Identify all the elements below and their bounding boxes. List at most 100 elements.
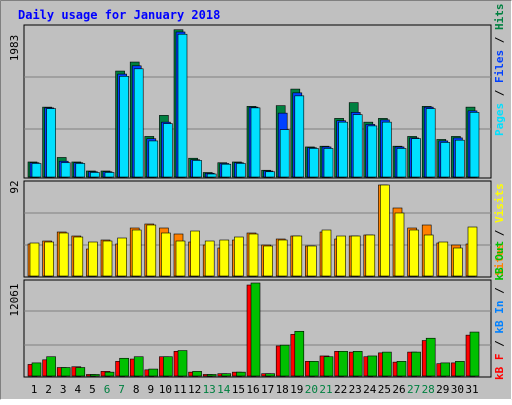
bar-pages-day-22 — [338, 121, 348, 178]
bar-pages-day-25 — [382, 121, 392, 178]
legend-pages: Pages — [493, 103, 506, 136]
bar-sites-day-18 — [277, 239, 288, 277]
ymax-label-visits: 92 — [8, 180, 21, 193]
bar-sites-day-16 — [248, 233, 259, 277]
x-label-day-22: 22 — [334, 383, 347, 396]
x-label-day-21: 21 — [319, 383, 332, 396]
bar-sites-day-8 — [131, 229, 142, 277]
bar-pages-day-28 — [425, 108, 436, 178]
bar-sites-day-13 — [204, 240, 215, 277]
bar-pages-day-26 — [396, 148, 407, 178]
bar-sites-day-28 — [423, 234, 434, 277]
bar-sites-day-30 — [453, 247, 463, 277]
bar-kb-out-day-29 — [440, 362, 451, 377]
bar-kb-out-day-30 — [455, 361, 465, 377]
bar-pages-day-31 — [469, 112, 480, 178]
bar-sites-day-7 — [117, 237, 127, 277]
x-label-day-5: 5 — [89, 383, 96, 396]
x-label-day-29: 29 — [436, 383, 449, 396]
bar-sites-day-4 — [73, 236, 84, 277]
x-label-day-28: 28 — [422, 383, 435, 396]
bar-sites-day-27 — [409, 229, 419, 277]
bar-sites-day-9 — [146, 224, 157, 277]
bar-kb-out-day-1 — [31, 362, 42, 377]
bar-kb-out-day-13 — [206, 374, 217, 377]
x-label-day-10: 10 — [159, 383, 172, 396]
bar-sites-day-3 — [58, 232, 69, 277]
bar-sites-day-23 — [350, 235, 361, 277]
bar-pages-day-30 — [455, 139, 465, 178]
x-label-day-27: 27 — [407, 383, 420, 396]
bar-pages-day-29 — [440, 142, 451, 178]
bar-pages-day-9 — [148, 140, 159, 178]
x-label-day-13: 13 — [203, 383, 216, 396]
bar-sites-day-29 — [438, 241, 449, 277]
bar-kb-out-day-15 — [236, 371, 246, 377]
bar-kb-out-day-18 — [279, 344, 290, 377]
bar-kb-out-day-9 — [148, 368, 159, 377]
x-label-day-30: 30 — [451, 383, 464, 396]
bar-sites-day-6 — [102, 240, 113, 277]
x-label-day-17: 17 — [261, 383, 274, 396]
bar-kb-out-day-4 — [75, 367, 86, 377]
bar-sites-day-22 — [336, 235, 346, 277]
bar-pages-day-24 — [367, 125, 378, 178]
bar-kb-out-day-2 — [46, 356, 56, 377]
bar-kb-out-day-20 — [309, 361, 319, 377]
bar-sites-day-19 — [292, 235, 303, 277]
x-label-day-15: 15 — [232, 383, 245, 396]
bar-sites-day-1 — [29, 242, 40, 277]
x-label-day-24: 24 — [363, 383, 377, 396]
bar-sites-day-11 — [175, 240, 186, 277]
bar-pages-day-7 — [119, 76, 129, 178]
ymax-label-hits: 1983 — [8, 35, 21, 62]
x-axis-day-labels: 1 2 3 4 5 6 7 8 9 10 11 12 13 14 15 16 17 18 19 20 21 22 23 24 2… — [31, 383, 479, 396]
bar-kb-out-day-6 — [104, 371, 115, 377]
bar-pages-day-19 — [294, 95, 305, 178]
bar-kb-out-day-7 — [119, 357, 129, 377]
bar-kb-out-day-8 — [133, 356, 144, 377]
ymax-label-kbytes: 12061 — [8, 283, 21, 316]
bar-pages-day-8 — [133, 68, 144, 178]
legend-kb-out: kB Out — [493, 241, 506, 281]
bar-pages-day-5 — [90, 172, 100, 178]
x-label-day-2: 2 — [45, 383, 52, 396]
bar-pages-day-11 — [177, 33, 188, 178]
bar-kb-out-day-11 — [177, 350, 188, 377]
legend-hits-files-pages: Pages / Files / Hits — [493, 4, 506, 137]
x-label-day-23: 23 — [349, 383, 362, 396]
panel-hits-files-pages — [23, 24, 492, 179]
bar-sites-day-14 — [219, 239, 230, 277]
bar-pages-day-10 — [163, 123, 173, 178]
bar-kb-out-day-31 — [469, 331, 480, 377]
bar-kb-out-day-24 — [367, 355, 378, 377]
x-label-day-20: 20 — [305, 383, 318, 396]
x-label-day-8: 8 — [133, 383, 140, 396]
bar-pages-day-27 — [411, 138, 421, 178]
x-label-day-7: 7 — [118, 383, 125, 396]
legend-kbytes: kB F / kB In / kB Out — [493, 241, 506, 380]
x-label-day-31: 31 — [465, 383, 478, 396]
bar-kb-out-day-12 — [192, 371, 202, 377]
svg-text:Pages / Files / Hits: Pages / Files / Hits — [493, 4, 506, 137]
chart-title: Daily usage for January 2018 — [18, 8, 220, 22]
x-label-day-6: 6 — [104, 383, 111, 396]
x-label-day-4: 4 — [74, 383, 81, 396]
bar-kb-out-day-3 — [60, 367, 71, 377]
bar-sites-day-20 — [307, 245, 317, 277]
bar-pages-day-21 — [323, 148, 334, 178]
legend-sites: Sites — [493, 243, 506, 276]
bar-kb-out-day-14 — [221, 373, 232, 377]
bar-pages-day-1 — [31, 163, 42, 178]
legend-kb-in: kB In — [493, 301, 506, 334]
bar-pages-day-18 — [279, 129, 290, 178]
bar-kb-out-day-22 — [338, 351, 348, 377]
bar-kb-out-day-16 — [250, 282, 261, 377]
bar-pages-day-15 — [236, 163, 246, 178]
bar-pages-day-13 — [206, 173, 217, 178]
bar-kb-out-day-10 — [163, 356, 173, 377]
x-label-day-3: 3 — [60, 383, 67, 396]
panel-kbytes — [23, 279, 492, 378]
legend-visits-sites: Sites / Visits — [493, 183, 506, 276]
